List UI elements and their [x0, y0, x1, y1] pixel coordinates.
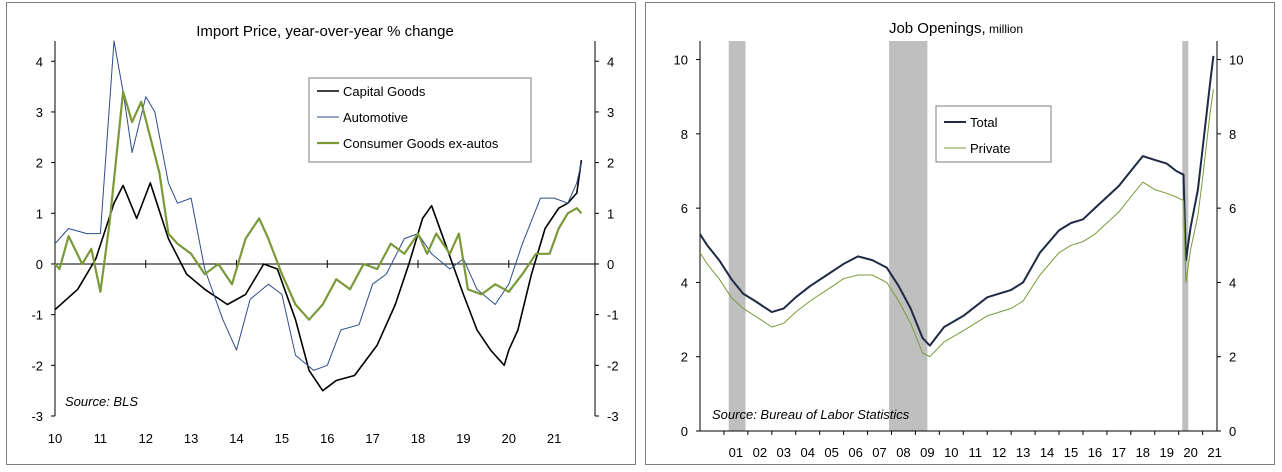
y-tick-label-right: 6: [1229, 201, 1236, 216]
y-tick-label-left: 6: [681, 201, 688, 216]
x-tick-label: 07: [872, 445, 886, 460]
x-tick-label: 06: [848, 445, 862, 460]
y-tick-label-right: 1: [607, 206, 614, 221]
x-tick-label: 20: [1183, 445, 1197, 460]
x-tick-label: 18: [1136, 445, 1150, 460]
x-tick-label: 19: [1160, 445, 1174, 460]
y-tick-label-left: 4: [36, 54, 43, 69]
x-tick-label: 15: [1064, 445, 1078, 460]
legend-label: Capital Goods: [343, 84, 426, 99]
y-tick-label-right: 0: [1229, 424, 1236, 439]
chart-title: Job Openings, million: [889, 20, 1023, 37]
source-note: Source: Bureau of Labor Statistics: [712, 407, 910, 422]
x-tick-label: 04: [800, 445, 814, 460]
x-tick-label: 16: [1088, 445, 1102, 460]
y-tick-label-left: -1: [31, 308, 43, 323]
x-tick-label: 14: [1040, 445, 1054, 460]
legend-box: [935, 105, 1052, 163]
x-tick-label: 11: [94, 431, 108, 446]
x-tick-label: 12: [139, 431, 153, 446]
recession-bar: [728, 41, 746, 431]
series-line: [54, 159, 583, 392]
y-tick-label-right: 0: [607, 257, 614, 272]
y-tick-label-right: -2: [607, 358, 619, 373]
y-tick-label-left: 1: [36, 206, 43, 221]
x-tick-label: 11: [969, 445, 983, 460]
y-tick-label-right: 2: [607, 156, 614, 171]
y-tick-label-left: 3: [36, 105, 43, 120]
x-tick-label: 17: [365, 431, 379, 446]
x-tick-label: 10: [944, 445, 958, 460]
x-tick-label: 15: [275, 431, 289, 446]
x-tick-label: 13: [1016, 445, 1030, 460]
x-tick-label: 02: [753, 445, 767, 460]
y-tick-label-right: 10: [1229, 53, 1243, 68]
y-tick-label-right: -1: [607, 308, 619, 323]
x-tick-label: 19: [456, 431, 470, 446]
x-tick-label: 03: [777, 445, 791, 460]
x-tick-label: 08: [896, 445, 910, 460]
legend-label: Total: [970, 115, 998, 130]
x-tick-label: 13: [184, 431, 198, 446]
x-tick-label: 09: [920, 445, 934, 460]
x-tick-label: 10: [48, 431, 62, 446]
series-line: [699, 89, 1214, 358]
source-note: Source: BLS: [65, 394, 138, 409]
y-tick-label-right: 8: [1229, 127, 1236, 142]
x-tick-label: 21: [1207, 445, 1221, 460]
x-tick-label: 18: [411, 431, 425, 446]
y-tick-label-right: 4: [607, 54, 614, 69]
y-tick-label-left: -3: [31, 409, 43, 424]
y-tick-label-left: 10: [674, 53, 688, 68]
legend-label: Consumer Goods ex-autos: [343, 136, 499, 151]
legend-label: Automotive: [343, 110, 408, 125]
y-tick-label-left: 8: [681, 127, 688, 142]
x-tick-label: 17: [1112, 445, 1126, 460]
x-tick-label: 12: [992, 445, 1006, 460]
recession-bar: [889, 41, 928, 431]
legend-box: [308, 77, 532, 163]
chart-title-unit: million: [986, 22, 1023, 36]
x-tick-label: 21: [547, 431, 561, 446]
import-price-chart: Import Price, year-over-year % change 4 3 2…: [31, 23, 619, 446]
legend-label: Private: [970, 141, 1010, 156]
y-tick-label-left: 0: [681, 424, 688, 439]
job-openings-chart-panel: Job Openings, million 10 8 6 4 2 0 10 8 6 4 2 0 01 02 0…: [645, 2, 1275, 465]
y-tick-label-left: 4: [681, 275, 688, 290]
series-line: [54, 40, 582, 371]
x-tick-label: 16: [320, 431, 334, 446]
y-tick-label-right: 2: [1229, 350, 1236, 365]
y-tick-label-left: 2: [36, 156, 43, 171]
x-tick-label: 14: [229, 431, 243, 446]
x-tick-label: 05: [824, 445, 838, 460]
y-tick-label-right: 3: [607, 105, 614, 120]
chart-title: Import Price, year-over-year % change: [196, 23, 454, 40]
import-price-chart-panel: Import Price, year-over-year % change 4 3 2…: [6, 2, 636, 465]
y-tick-label-right: -3: [607, 409, 619, 424]
x-tick-label: 20: [502, 431, 516, 446]
y-tick-label-left: -2: [31, 358, 43, 373]
series-line: [54, 90, 583, 321]
y-tick-label-left: 2: [681, 350, 688, 365]
y-tick-label-left: 0: [36, 257, 43, 272]
y-tick-label-right: 4: [1229, 275, 1236, 290]
series-line: [699, 55, 1215, 347]
x-tick-label: 01: [729, 445, 743, 460]
